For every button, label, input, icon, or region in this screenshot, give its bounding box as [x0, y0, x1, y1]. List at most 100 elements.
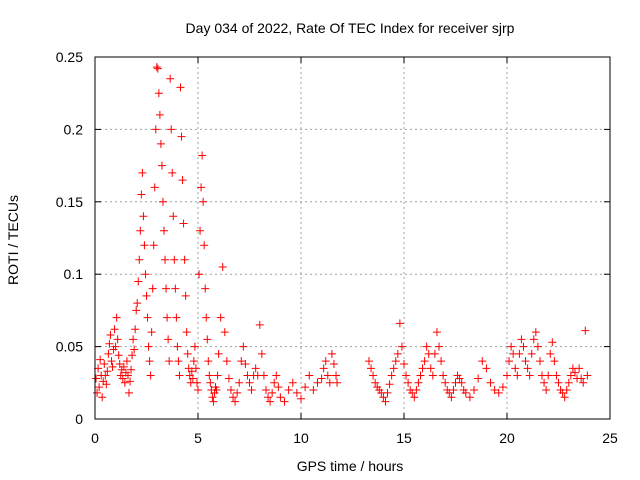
data-point — [140, 241, 149, 250]
data-point — [187, 367, 196, 376]
data-point — [163, 313, 172, 322]
data-point — [136, 226, 145, 235]
data-point — [519, 342, 528, 351]
data-point — [505, 357, 514, 366]
data-point — [196, 226, 205, 235]
data-point — [264, 393, 273, 402]
data-point — [404, 378, 413, 387]
data-point — [548, 338, 557, 347]
data-point — [176, 83, 185, 92]
data-point — [313, 378, 322, 387]
x-tick-label: 5 — [194, 430, 202, 446]
data-point — [364, 357, 373, 366]
data-point — [129, 335, 138, 344]
data-point — [104, 349, 113, 358]
data-point — [132, 306, 141, 315]
x-tick-label: 10 — [293, 430, 309, 446]
data-point — [511, 364, 520, 373]
data-point — [216, 313, 225, 322]
data-point — [521, 357, 530, 366]
data-point — [237, 357, 246, 366]
data-point — [155, 110, 164, 119]
data-point — [474, 374, 483, 383]
data-point — [113, 335, 122, 344]
data-point — [126, 377, 135, 386]
data-point — [581, 326, 590, 335]
data-point — [570, 368, 579, 377]
data-point — [195, 270, 204, 279]
data-point — [385, 380, 394, 389]
data-point — [402, 371, 411, 380]
data-point — [146, 371, 155, 380]
y-tick-label: 0.1 — [64, 266, 84, 282]
data-point — [143, 313, 152, 322]
data-point — [412, 386, 421, 395]
data-point — [317, 374, 326, 383]
data-point — [119, 362, 128, 371]
data-point — [461, 388, 470, 397]
data-point — [235, 378, 244, 387]
data-point — [158, 197, 167, 206]
data-point — [560, 393, 569, 402]
data-point — [206, 378, 215, 387]
data-point — [170, 255, 179, 264]
data-point — [95, 383, 104, 392]
data-point — [523, 364, 532, 373]
data-point — [98, 393, 107, 402]
data-point — [177, 132, 186, 141]
data-point — [297, 394, 305, 403]
data-point — [482, 364, 491, 373]
data-point — [309, 386, 318, 395]
data-point — [226, 386, 235, 395]
data-point — [437, 357, 446, 366]
data-point — [127, 365, 136, 374]
data-point — [408, 388, 417, 397]
series-roti — [92, 63, 592, 406]
data-point — [383, 388, 392, 397]
data-point — [527, 349, 536, 358]
data-point — [179, 219, 188, 228]
data-point — [111, 342, 120, 351]
data-point — [105, 339, 114, 348]
data-point — [486, 378, 495, 387]
data-point — [213, 371, 222, 380]
x-axis-title: GPS time / hours — [297, 458, 404, 474]
data-point — [449, 386, 458, 395]
data-point — [284, 386, 293, 395]
axes-layer: 0 5 10 15 20 25 0 0.05 0.1 0.15 0.2 0.25 — [56, 49, 618, 446]
data-point — [478, 357, 487, 366]
data-point — [455, 374, 464, 383]
data-point — [101, 371, 110, 380]
data-point — [183, 349, 192, 358]
data-point — [178, 176, 187, 185]
y-tick-label: 0.05 — [56, 339, 83, 355]
data-point — [138, 168, 147, 177]
data-point — [507, 342, 516, 351]
data-point — [418, 364, 427, 373]
data-point — [154, 89, 163, 98]
data-point — [525, 371, 534, 380]
data-point — [447, 393, 456, 402]
data-point — [134, 277, 143, 286]
data-point — [203, 335, 212, 344]
data-point — [441, 378, 450, 387]
data-point — [160, 226, 169, 235]
data-point — [439, 371, 448, 380]
data-point — [112, 313, 121, 322]
data-point — [540, 378, 549, 387]
data-point — [562, 386, 571, 395]
data-point — [214, 349, 223, 358]
data-point — [96, 355, 105, 364]
data-point — [272, 371, 281, 380]
data-point — [583, 371, 592, 380]
data-point — [435, 342, 444, 351]
data-point — [166, 74, 175, 83]
data-point — [180, 255, 189, 264]
data-point — [150, 183, 159, 192]
data-point — [387, 371, 396, 380]
data-point — [191, 364, 200, 373]
data-point — [470, 386, 479, 395]
data-point — [167, 125, 176, 134]
